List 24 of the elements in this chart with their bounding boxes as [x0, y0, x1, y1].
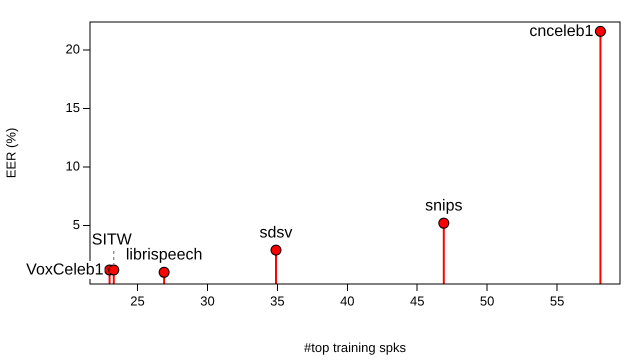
x-axis-title: #top training spks — [304, 340, 406, 355]
point — [270, 244, 282, 256]
x-tick-label: 25 — [130, 293, 145, 308]
x-tick-label: 35 — [270, 293, 285, 308]
x-tick-label: 45 — [410, 293, 424, 308]
point — [158, 266, 170, 278]
annotation: librispeech — [126, 246, 202, 264]
x-tick-label: 30 — [200, 293, 215, 308]
x-tick-label: 55 — [550, 293, 564, 308]
x-tick-label: 50 — [480, 293, 494, 308]
annotation: cnceleb1 — [529, 22, 594, 40]
annotation: SITW — [92, 231, 133, 248]
point — [438, 218, 450, 229]
point — [108, 264, 120, 276]
annotation: sdsv — [260, 224, 292, 242]
annotation: VoxCeleb1 — [26, 261, 104, 278]
point — [594, 26, 606, 37]
y-tick-label: 20 — [66, 42, 80, 57]
y-axis-title: EER (%) — [3, 128, 18, 178]
y-tick-label: 5 — [72, 217, 80, 232]
x-tick-label: 40 — [340, 293, 355, 308]
y-tick-label: 10 — [66, 158, 80, 174]
annotation: snips — [425, 198, 462, 215]
y-tick-label: 15 — [66, 100, 80, 116]
